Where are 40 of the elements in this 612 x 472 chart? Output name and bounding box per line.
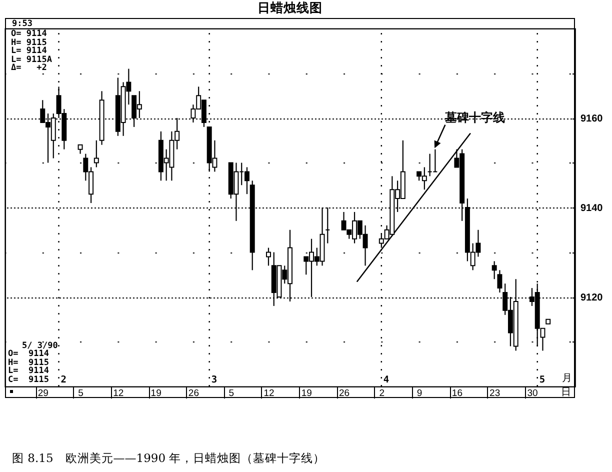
ref-line-label: 4 <box>383 374 390 386</box>
annotation: 5/ 3/90 <box>22 340 58 350</box>
annotation: L= 9114 <box>8 366 49 376</box>
x-tick-label: 29 <box>38 388 48 399</box>
x-tick-label: 5 <box>78 388 84 399</box>
annotation: O= 9114 <box>8 349 49 360</box>
x-tick-label: 19 <box>150 388 162 399</box>
text: 9:53 <box>12 18 32 28</box>
x-tick-label: 30 <box>527 388 538 399</box>
candlestick <box>497 270 502 294</box>
y-tick-label: 9140 <box>580 203 604 214</box>
candlestick <box>94 140 99 168</box>
x-tick-label: 2 <box>379 388 385 399</box>
x-tick-label: 26 <box>338 388 350 399</box>
annotation: C= 9115 <box>8 375 49 385</box>
annotation: L= 9114 <box>11 46 47 56</box>
annotation: O= 9114 <box>11 29 47 39</box>
ref-line-label: 3 <box>211 374 218 386</box>
x-tick-label: 5 <box>228 388 234 399</box>
x-tick-label: 26 <box>188 388 199 399</box>
annotation: 月 <box>562 372 572 384</box>
ref-line-label: 2 <box>60 374 67 386</box>
x-tick-label: 12 <box>113 388 124 399</box>
candlestick <box>266 247 271 266</box>
annotation: L= 9115A <box>11 54 52 65</box>
x-tick-label: 12 <box>264 388 274 399</box>
annotation: H= 9115 <box>8 358 49 368</box>
x-tick-label: 19 <box>301 388 312 399</box>
candlestick <box>492 260 497 280</box>
x-tick-label: 16 <box>452 388 462 399</box>
x-tick-label: 23 <box>490 388 500 399</box>
annotation: Δ= +2 <box>11 63 47 74</box>
x-axis-title: 日 <box>561 386 571 398</box>
ref-line-label: 5 <box>539 374 546 386</box>
y-tick-label: 9160 <box>580 114 604 124</box>
chart-title: 日蜡烛线图 <box>256 1 324 15</box>
y-tick-label: 9120 <box>580 292 604 304</box>
annotation: H= 9115 <box>11 38 47 48</box>
x-tick-label: 9 <box>416 388 422 399</box>
caption: 图 8.15 欧洲美元——1990 年，日蜡烛图（墓碑十字线） <box>12 451 326 465</box>
